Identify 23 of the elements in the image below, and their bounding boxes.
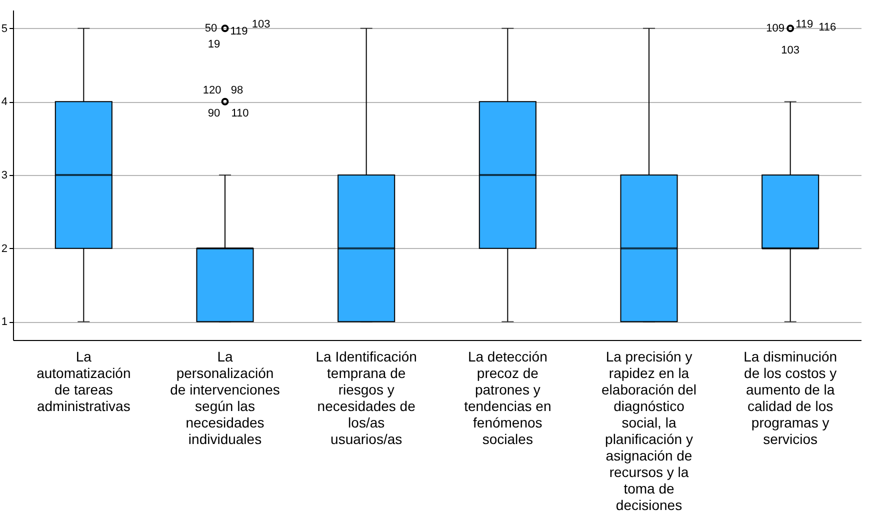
annotation: 98 <box>230 84 244 97</box>
annotation: 120 <box>202 84 222 97</box>
x-tick-label: La Identificación temprana de riesgos y necesidades de los/as usuarios/as <box>316 348 417 447</box>
y-tick-label: 1 <box>1 316 8 328</box>
x-tick-label: La detección precoz de patrones y tendencias en fenómenos sociales <box>464 348 552 447</box>
annotation: 109 <box>766 22 785 34</box>
x-tick-label: La automatización de tareas administrativas <box>36 348 131 414</box>
y-tick-label: 5 <box>1 22 8 35</box>
annotation: 119 <box>796 18 814 30</box>
y-tick-label: 2 <box>1 242 8 255</box>
annotation: 110 <box>231 108 249 120</box>
annotation: 103 <box>252 18 270 30</box>
annotation: 50 <box>204 22 218 34</box>
annotation: 19 <box>208 38 220 50</box>
y-tick-label: 3 <box>1 170 8 182</box>
annotation: 90 <box>208 108 220 120</box>
x-tick-label: La personalización de intervenciones según las necesidades individuales <box>170 348 280 447</box>
y-tick-label: 4 <box>1 96 8 108</box>
category-label: La precisión y rapidez en la elaboración del diagnóstico social, la planificación y asignación de recursos y la toma de decisiones <box>602 348 696 513</box>
annotation: 103 <box>781 44 800 56</box>
x-tick-label: La disminución de los costos y aumento de la calidad de los programas y servicios <box>744 348 838 447</box>
annotation: 116 <box>818 21 836 34</box>
annotation: 119 <box>230 25 248 38</box>
